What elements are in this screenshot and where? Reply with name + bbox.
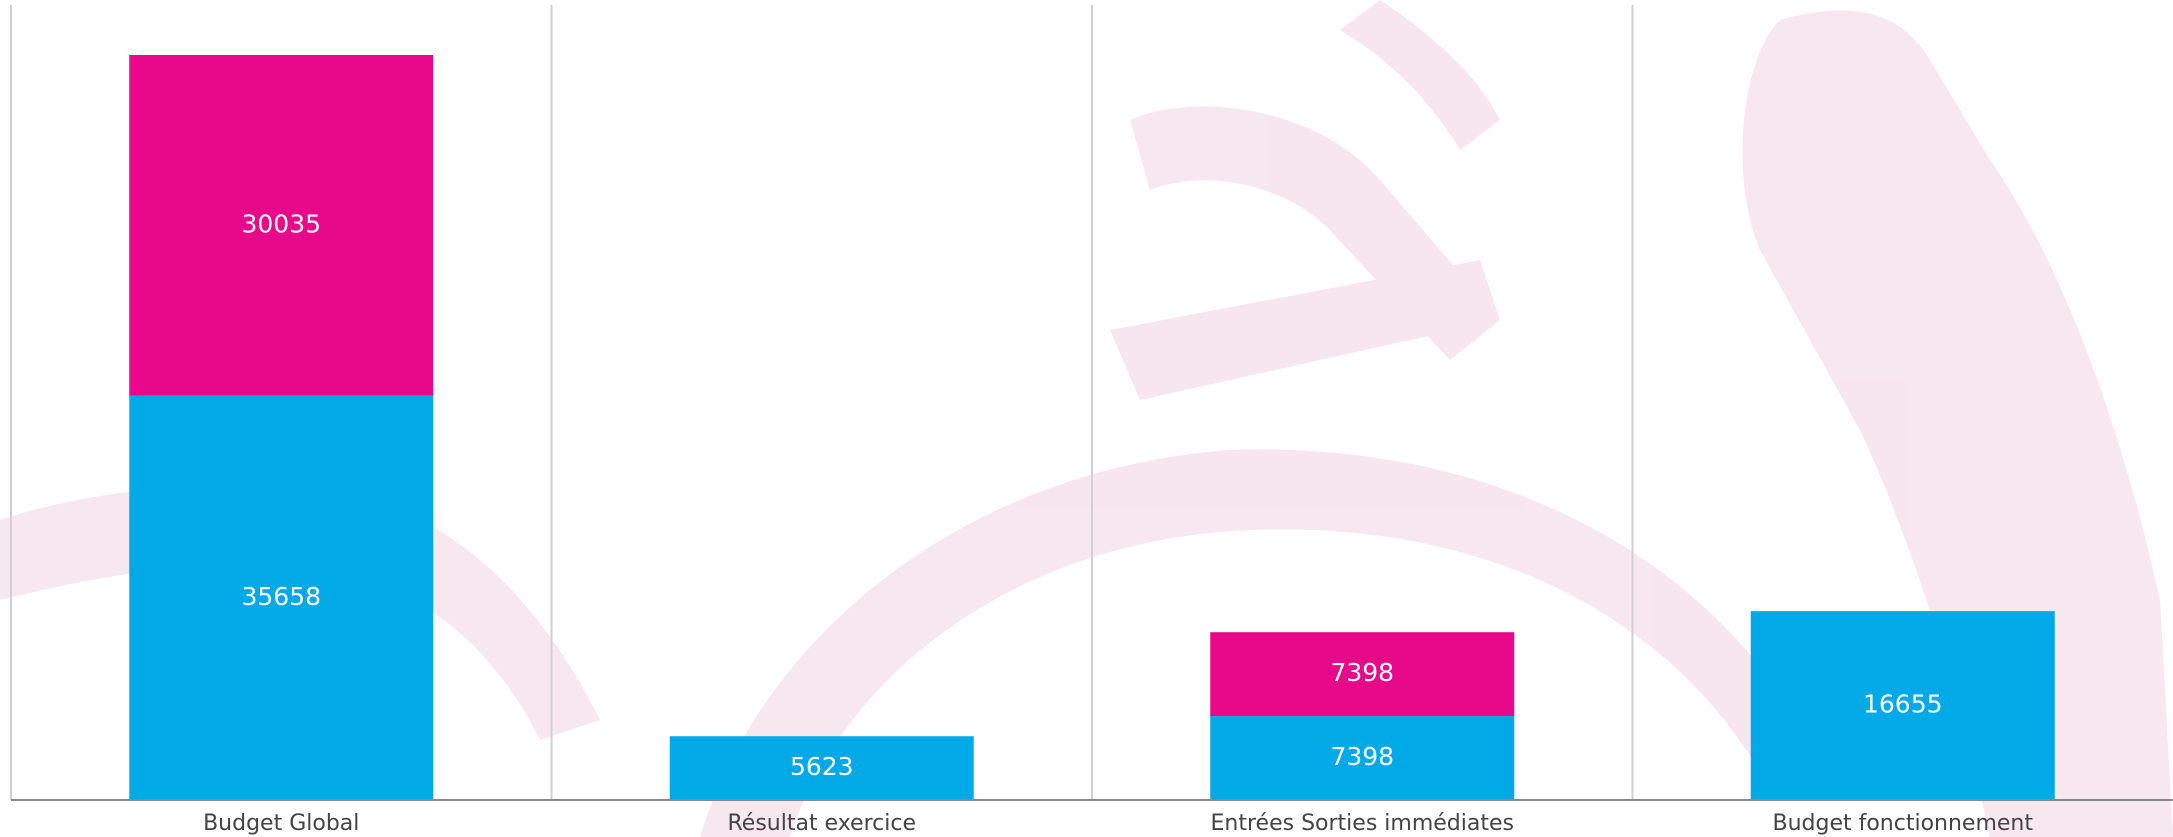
x-tick-label: Résultat exercice bbox=[727, 811, 916, 836]
x-tick-label: Budget Global bbox=[203, 811, 359, 836]
data-label: 16655 bbox=[1863, 690, 1943, 719]
x-tick-label: Entrées Sorties immédiates bbox=[1211, 811, 1514, 836]
data-label: 5623 bbox=[790, 752, 854, 781]
data-label: 7398 bbox=[1330, 658, 1394, 687]
data-label: 35658 bbox=[241, 582, 321, 611]
chart: 35658 30035 Budget Global 5623 Résultat exer… bbox=[0, 0, 2173, 837]
data-label: 7398 bbox=[1330, 742, 1394, 771]
data-label: 30035 bbox=[241, 209, 321, 238]
x-tick-label: Budget fonctionnement bbox=[1772, 811, 2033, 836]
